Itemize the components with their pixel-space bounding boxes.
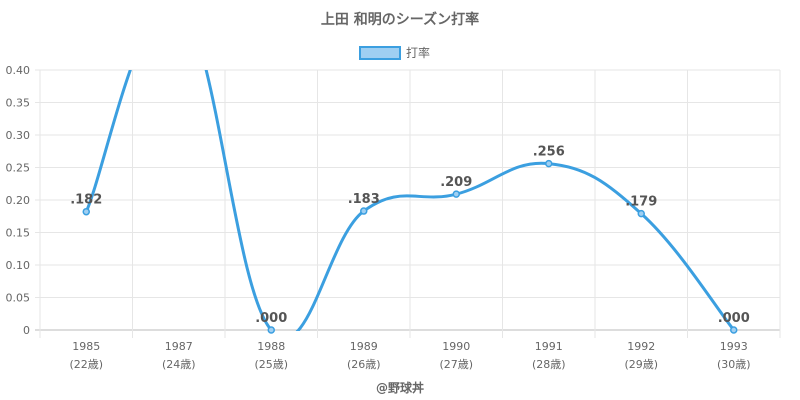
y-tick-label: 0.05 xyxy=(6,292,31,305)
x-tick-sublabel: (28歳) xyxy=(532,358,566,371)
y-axis-ticks: 0 0.05 0.10 0.15 0.20 0.25 0.30 0.35 0.40 xyxy=(6,64,31,337)
data-label: .000 xyxy=(718,311,750,326)
legend-swatch xyxy=(359,46,401,60)
data-label: .182 xyxy=(70,193,102,208)
data-label: .179 xyxy=(625,195,657,210)
x-tick-label: 1991 xyxy=(535,340,563,353)
data-point[interactable] xyxy=(267,326,275,334)
legend-label: 打率 xyxy=(406,45,430,60)
y-tick-label: 0.35 xyxy=(6,97,31,110)
x-tick-sublabel: (24歳) xyxy=(162,358,196,371)
y-tick-label: 0.25 xyxy=(6,162,31,175)
x-tick-sublabel: (26歳) xyxy=(347,358,381,371)
x-tick-sublabel: (27歳) xyxy=(439,358,473,371)
data-labels: .182 .000 .183 .209 .256 .179 .000 xyxy=(70,145,750,326)
x-tick-sublabel: (29歳) xyxy=(624,358,658,371)
data-label: .000 xyxy=(255,311,287,326)
y-tick-label: 0.15 xyxy=(6,227,31,240)
data-label: .256 xyxy=(533,145,565,160)
x-tick-label: 1990 xyxy=(442,340,470,353)
y-tick-label: 0.10 xyxy=(6,259,31,272)
x-tick-sublabel: (25歳) xyxy=(254,358,288,371)
data-point[interactable] xyxy=(452,190,460,198)
x-axis-ticks: 1985 (22歳) 1987 (24歳) 1988 (25歳) 1989 (26歳) 1990… xyxy=(69,340,750,371)
y-tick-label: 0.30 xyxy=(6,129,31,142)
legend[interactable]: 打率 xyxy=(359,45,430,60)
x-tick-label: 1987 xyxy=(165,340,193,353)
series-line xyxy=(84,70,735,331)
data-point[interactable] xyxy=(360,207,368,215)
x-tick-sublabel: (30歳) xyxy=(717,358,751,371)
x-tick-label: 1985 xyxy=(72,340,100,353)
x-tick-label: 1989 xyxy=(350,340,378,353)
x-tick-label: 1992 xyxy=(627,340,655,353)
data-point[interactable] xyxy=(545,159,553,168)
chart-title: 上田 和明のシーズン打率 xyxy=(321,11,479,28)
y-tick-label: 0.20 xyxy=(6,194,31,207)
data-point[interactable] xyxy=(730,326,738,334)
data-point[interactable] xyxy=(637,209,645,218)
grid xyxy=(35,69,781,338)
data-label: .209 xyxy=(440,175,472,190)
data-point[interactable] xyxy=(82,207,90,216)
credit-text: @野球丼 xyxy=(376,380,424,395)
x-tick-label: 1988 xyxy=(257,340,285,353)
y-tick-label: 0 xyxy=(23,324,30,337)
x-tick-label: 1993 xyxy=(720,340,748,353)
data-points xyxy=(82,159,738,334)
y-tick-label: 0.40 xyxy=(6,64,31,77)
x-tick-sublabel: (22歳) xyxy=(69,358,103,371)
data-label: .183 xyxy=(348,192,380,207)
